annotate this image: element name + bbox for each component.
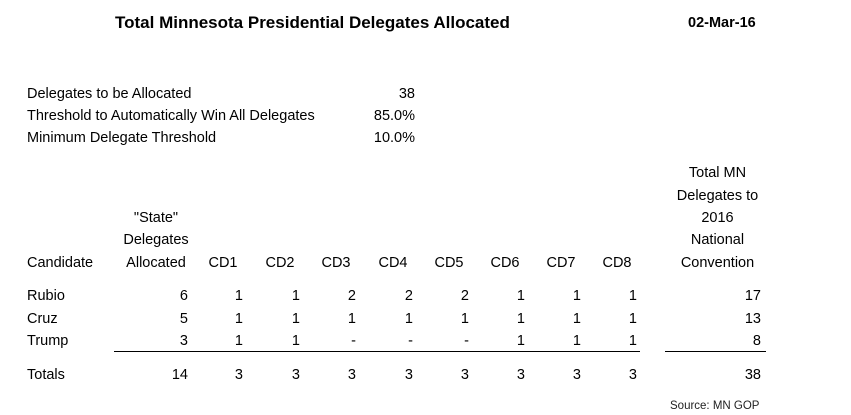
row-rubio-total: 17 [744,288,761,304]
header-cd7: CD7 [546,255,576,271]
summary-value-delegates: 38 [398,86,415,102]
header-candidate: Candidate [27,255,94,271]
row-rubio-cd2: 1 [291,288,300,304]
header-cd5: CD5 [434,255,464,271]
header-state-line2: Delegates [123,232,189,248]
header-total-line1: Total MN [688,165,747,181]
row-rubio-state: 6 [179,288,188,304]
totals-cd5: 3 [460,367,469,383]
totals-cd7: 3 [572,367,581,383]
row-rubio-cd6: 1 [516,288,525,304]
totals-state: 14 [171,367,188,383]
header-total-line2: Delegates to [676,188,759,204]
row-cruz-cd5: 1 [460,311,469,327]
row-trump-cd1: 1 [234,333,243,349]
page-title: Total Minnesota Presidential Delegates A… [115,13,510,32]
totals-total: 38 [744,367,761,383]
report-date: 02-Mar-16 [688,15,756,31]
summary-label-threshold-win: Threshold to Automatically Win All Deleg… [27,108,315,124]
row-cruz-cd3: 1 [347,311,356,327]
header-state-line3: Allocated [126,255,186,271]
row-trump-cd6: 1 [516,333,525,349]
row-rubio-cd7: 1 [572,288,581,304]
row-trump-cd2: 1 [291,333,300,349]
sum-rule-districts [114,351,640,352]
row-rubio-candidate: Rubio [27,288,65,304]
row-cruz-state: 5 [179,311,188,327]
summary-value-min-threshold: 10.0% [373,130,415,146]
totals-label: Totals [27,367,65,383]
totals-cd6: 3 [516,367,525,383]
row-trump-candidate: Trump [27,333,69,349]
row-cruz-cd8: 1 [628,311,637,327]
sum-rule-total [665,351,766,352]
row-cruz-cd7: 1 [572,311,581,327]
totals-cd8: 3 [628,367,637,383]
totals-cd2: 3 [291,367,300,383]
row-cruz-cd4: 1 [404,311,413,327]
header-cd2: CD2 [265,255,295,271]
row-trump-total: 8 [752,333,761,349]
source-note: Source: MN GOP [670,400,760,412]
totals-cd3: 3 [347,367,356,383]
header-cd6: CD6 [490,255,520,271]
header-cd4: CD4 [378,255,408,271]
row-trump-cd4: - [408,333,413,349]
row-cruz-candidate: Cruz [27,311,58,327]
row-rubio-cd4: 2 [404,288,413,304]
row-rubio-cd1: 1 [234,288,243,304]
header-total-line4: National [690,232,745,248]
row-rubio-cd8: 1 [628,288,637,304]
row-trump-cd5: - [464,333,469,349]
row-cruz-cd6: 1 [516,311,525,327]
row-trump-cd3: - [351,333,356,349]
totals-cd4: 3 [404,367,413,383]
header-cd3: CD3 [321,255,351,271]
row-rubio-cd5: 2 [460,288,469,304]
summary-label-min-threshold: Minimum Delegate Threshold [27,130,217,146]
summary-label-delegates: Delegates to be Allocated [27,86,192,102]
row-trump-state: 3 [179,333,188,349]
header-cd1: CD1 [208,255,238,271]
row-rubio-cd3: 2 [347,288,356,304]
row-trump-cd8: 1 [628,333,637,349]
row-cruz-total: 13 [744,311,761,327]
totals-cd1: 3 [234,367,243,383]
row-cruz-cd2: 1 [291,311,300,327]
row-trump-cd7: 1 [572,333,581,349]
summary-value-threshold-win: 85.0% [373,108,415,124]
header-total-line5: Convention [680,255,755,271]
header-total-line3: 2016 [701,210,734,226]
header-state-line1: "State" [133,210,179,226]
header-cd8: CD8 [602,255,632,271]
row-cruz-cd1: 1 [234,311,243,327]
